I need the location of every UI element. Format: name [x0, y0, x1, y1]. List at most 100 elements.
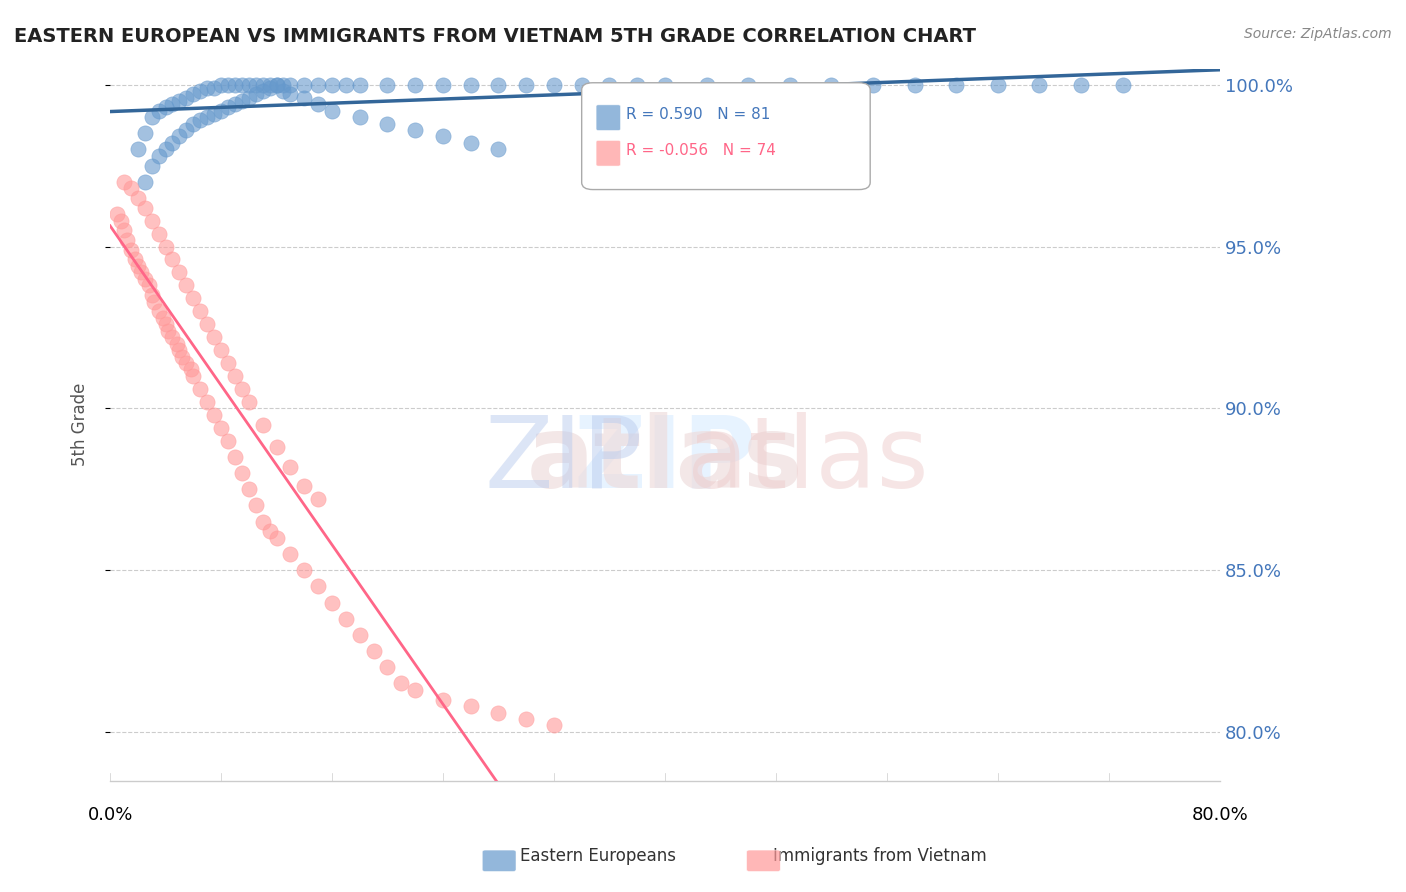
Point — [266, 78, 288, 92]
Point — [349, 110, 371, 124]
Point — [181, 368, 204, 383]
Point — [209, 343, 232, 357]
Point — [273, 78, 295, 92]
Point — [141, 110, 163, 124]
Point — [155, 143, 177, 157]
Point — [389, 676, 412, 690]
Point — [188, 382, 211, 396]
Point — [307, 97, 329, 112]
Point — [280, 459, 302, 474]
Point — [626, 78, 648, 92]
Point — [820, 78, 842, 92]
Point — [127, 143, 149, 157]
Point — [945, 78, 967, 92]
Point — [188, 113, 211, 128]
Point — [129, 265, 152, 279]
Point — [155, 239, 177, 253]
Point — [231, 466, 253, 480]
Point — [209, 78, 232, 92]
Point — [134, 201, 156, 215]
Point — [181, 291, 204, 305]
Point — [143, 294, 166, 309]
Point — [181, 87, 204, 102]
Point — [779, 78, 801, 92]
Point — [148, 304, 170, 318]
Text: atlas: atlas — [688, 411, 929, 508]
Y-axis label: 5th Grade: 5th Grade — [72, 383, 89, 467]
Text: 0.0%: 0.0% — [87, 806, 132, 824]
Point — [162, 330, 184, 344]
Point — [488, 78, 510, 92]
Point — [148, 149, 170, 163]
Point — [166, 336, 188, 351]
Point — [598, 78, 620, 92]
Point — [654, 78, 676, 92]
Point — [252, 78, 274, 92]
Point — [1028, 78, 1050, 92]
Point — [134, 272, 156, 286]
Point — [195, 395, 218, 409]
Point — [169, 94, 191, 108]
Point — [169, 343, 191, 357]
Point — [217, 434, 239, 448]
Point — [737, 78, 759, 92]
Point — [307, 78, 329, 92]
Point — [195, 110, 218, 124]
Point — [120, 181, 142, 195]
Point — [202, 81, 225, 95]
Point — [460, 699, 482, 714]
Text: Source: ZipAtlas.com: Source: ZipAtlas.com — [1244, 27, 1392, 41]
Point — [224, 368, 246, 383]
Point — [162, 136, 184, 150]
Point — [157, 324, 180, 338]
Point — [321, 103, 343, 118]
Point — [217, 100, 239, 114]
Text: Eastern Europeans: Eastern Europeans — [520, 847, 676, 865]
Point — [1111, 78, 1133, 92]
Text: Immigrants from Vietnam: Immigrants from Vietnam — [773, 847, 987, 865]
Point — [112, 175, 135, 189]
Point — [141, 213, 163, 227]
Point — [292, 90, 315, 104]
Point — [217, 356, 239, 370]
Point — [292, 479, 315, 493]
Point — [180, 362, 202, 376]
Point — [134, 175, 156, 189]
Text: 80.0%: 80.0% — [1191, 806, 1249, 824]
Point — [176, 90, 198, 104]
Point — [404, 682, 426, 697]
Point — [112, 223, 135, 237]
Text: R = -0.056   N = 74: R = -0.056 N = 74 — [626, 143, 776, 158]
Point — [172, 350, 194, 364]
Point — [110, 213, 132, 227]
Point — [1070, 78, 1092, 92]
Point — [460, 136, 482, 150]
Point — [862, 78, 884, 92]
Point — [903, 78, 925, 92]
Point — [273, 84, 295, 98]
FancyBboxPatch shape — [596, 105, 620, 130]
Point — [432, 78, 454, 92]
Text: R = 0.590   N = 81: R = 0.590 N = 81 — [626, 107, 770, 122]
Point — [202, 330, 225, 344]
Point — [987, 78, 1010, 92]
Text: ZIP: ZIP — [574, 411, 756, 508]
Point — [307, 491, 329, 506]
Point — [292, 78, 315, 92]
Point — [515, 78, 537, 92]
Point — [152, 310, 174, 325]
Point — [231, 94, 253, 108]
Point — [224, 450, 246, 464]
Point — [292, 563, 315, 577]
Point — [195, 317, 218, 331]
Point — [155, 100, 177, 114]
Point — [141, 159, 163, 173]
Point — [460, 78, 482, 92]
Point — [148, 227, 170, 241]
Point — [120, 243, 142, 257]
Point — [377, 660, 399, 674]
Point — [105, 207, 128, 221]
Point — [195, 81, 218, 95]
Point — [404, 78, 426, 92]
Point — [115, 233, 138, 247]
